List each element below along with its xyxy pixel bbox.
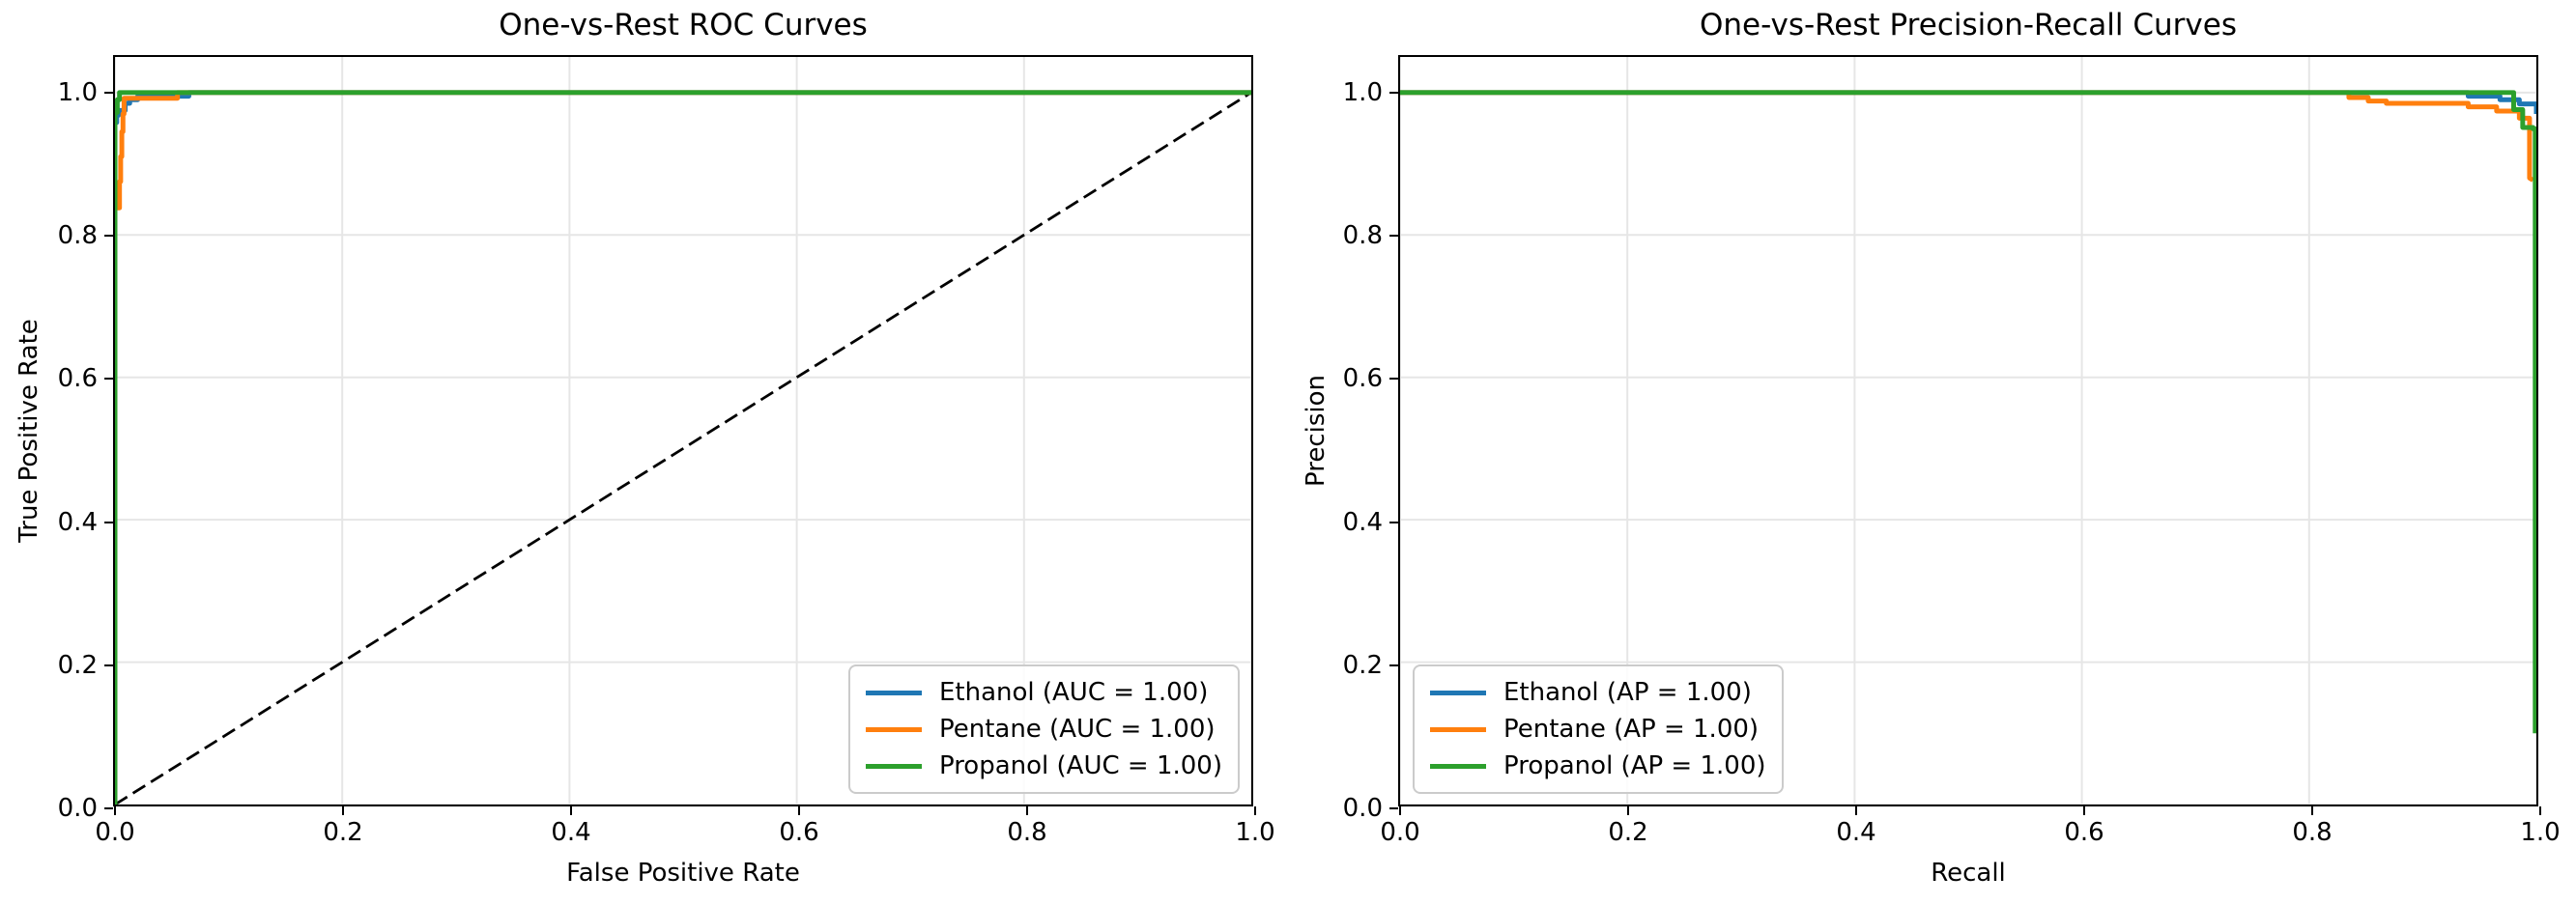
legend-label: Propanol (AP = 1.00) xyxy=(1503,751,1766,780)
x-tick-mark xyxy=(2083,806,2085,815)
y-tick-label: 0.8 xyxy=(1342,221,1383,251)
x-tick-mark xyxy=(1627,806,1629,815)
legend-item: Propanol (AP = 1.00) xyxy=(1430,748,1766,784)
legend-label: Ethanol (AUC = 1.00) xyxy=(938,678,1209,707)
legend-item: Ethanol (AUC = 1.00) xyxy=(865,674,1222,711)
legend-item: Propanol (AUC = 1.00) xyxy=(865,748,1222,784)
y-tick-label: 1.0 xyxy=(1342,78,1383,108)
x-tick-mark xyxy=(2311,806,2313,815)
y-tick-mark xyxy=(1389,807,1398,809)
y-tick-label: 0.4 xyxy=(57,507,98,537)
pr-axes: 0.0 0.2 0.4 0.6 0.8 1.0 0.0 0.2 0.4 0.6 0.8 1.0 Etha… xyxy=(1343,55,2561,847)
y-tick-mark xyxy=(104,235,113,238)
roc-series-line-propanol xyxy=(115,90,1251,805)
y-tick-label: 0.2 xyxy=(1342,650,1383,680)
x-tick-label: 0.8 xyxy=(1007,818,1047,847)
roc-chart-title: One-vs-Rest ROC Curves xyxy=(499,8,868,42)
pr-y-axis-label: Precision xyxy=(1302,374,1331,488)
x-tick-mark xyxy=(114,806,116,815)
pr-chart-title: One-vs-Rest Precision-Recall Curves xyxy=(1700,8,2237,42)
y-tick-mark xyxy=(1389,378,1398,381)
legend-item: Pentane (AUC = 1.00) xyxy=(865,711,1222,748)
y-tick-mark xyxy=(104,664,113,666)
y-tick-mark xyxy=(104,92,113,95)
roc-chance-diagonal-line xyxy=(115,91,1251,805)
y-tick-label: 1.0 xyxy=(57,78,98,108)
pr-series-line-pentane xyxy=(1400,90,2534,183)
roc-plot-area xyxy=(115,57,1251,805)
x-tick-mark xyxy=(570,806,572,815)
x-tick-label: 0.8 xyxy=(2292,818,2333,847)
y-tick-label: 0.0 xyxy=(57,794,98,823)
x-tick-label: 0.2 xyxy=(1608,818,1648,847)
pr-series-line-propanol xyxy=(1400,90,2536,734)
x-tick-label: 1.0 xyxy=(2520,818,2561,847)
x-tick-label: 0.4 xyxy=(551,818,591,847)
y-tick-label: 0.8 xyxy=(57,221,98,251)
pr-x-axis-label: Recall xyxy=(1931,859,2006,888)
x-tick-mark xyxy=(342,806,344,815)
pr-plot-area xyxy=(1400,57,2536,805)
roc-x-axis-label: False Positive Rate xyxy=(566,859,800,888)
legend-label: Pentane (AP = 1.00) xyxy=(1503,715,1760,744)
y-tick-mark xyxy=(1389,235,1398,238)
x-tick-label: 0.0 xyxy=(95,818,135,847)
x-tick-label: 0.0 xyxy=(1380,818,1420,847)
legend-label: Ethanol (AP = 1.00) xyxy=(1503,678,1752,707)
x-tick-mark xyxy=(1026,806,1028,815)
roc-legend: Ethanol (AUC = 1.00) Pentane (AUC = 1.00)… xyxy=(847,664,1240,794)
x-tick-mark xyxy=(798,806,800,815)
legend-item: Ethanol (AP = 1.00) xyxy=(1430,674,1766,711)
y-tick-mark xyxy=(1389,664,1398,666)
y-tick-label: 0.2 xyxy=(57,650,98,680)
x-tick-label: 0.6 xyxy=(779,818,819,847)
legend-line-swatch xyxy=(1430,763,1486,769)
x-tick-mark xyxy=(1254,806,1256,815)
y-tick-mark xyxy=(104,378,113,381)
pr-legend: Ethanol (AP = 1.00) Pentane (AP = 1.00) Pr… xyxy=(1413,664,1784,794)
legend-line-swatch xyxy=(1430,726,1486,732)
legend-line-swatch xyxy=(865,690,922,695)
x-tick-mark xyxy=(1399,806,1401,815)
x-tick-label: 0.4 xyxy=(1836,818,1876,847)
legend-line-swatch xyxy=(865,763,922,769)
legend-line-swatch xyxy=(1430,690,1486,695)
x-tick-label: 0.2 xyxy=(323,818,363,847)
roc-series-line-pentane xyxy=(115,90,1251,805)
y-tick-mark xyxy=(1389,521,1398,523)
legend-label: Pentane (AUC = 1.00) xyxy=(938,715,1216,744)
y-tick-label: 0.6 xyxy=(57,364,98,394)
y-tick-mark xyxy=(1389,92,1398,95)
y-tick-label: 0.0 xyxy=(1342,794,1383,823)
roc-y-axis-label: True Positive Rate xyxy=(14,319,43,543)
legend-item: Pentane (AP = 1.00) xyxy=(1430,711,1766,748)
legend-label: Propanol (AUC = 1.00) xyxy=(938,751,1222,780)
roc-axes: 0.0 0.2 0.4 0.6 0.8 1.0 0.0 0.2 0.4 0.6 0.8 1.0 Etha… xyxy=(58,55,1275,847)
y-tick-mark xyxy=(104,521,113,523)
x-tick-mark xyxy=(2539,806,2541,815)
legend-line-swatch xyxy=(865,726,922,732)
y-tick-label: 0.6 xyxy=(1342,364,1383,394)
y-tick-mark xyxy=(104,807,113,809)
x-tick-label: 1.0 xyxy=(1235,818,1275,847)
y-tick-label: 0.4 xyxy=(1342,507,1383,537)
x-tick-label: 0.6 xyxy=(2064,818,2104,847)
x-tick-mark xyxy=(1855,806,1857,815)
